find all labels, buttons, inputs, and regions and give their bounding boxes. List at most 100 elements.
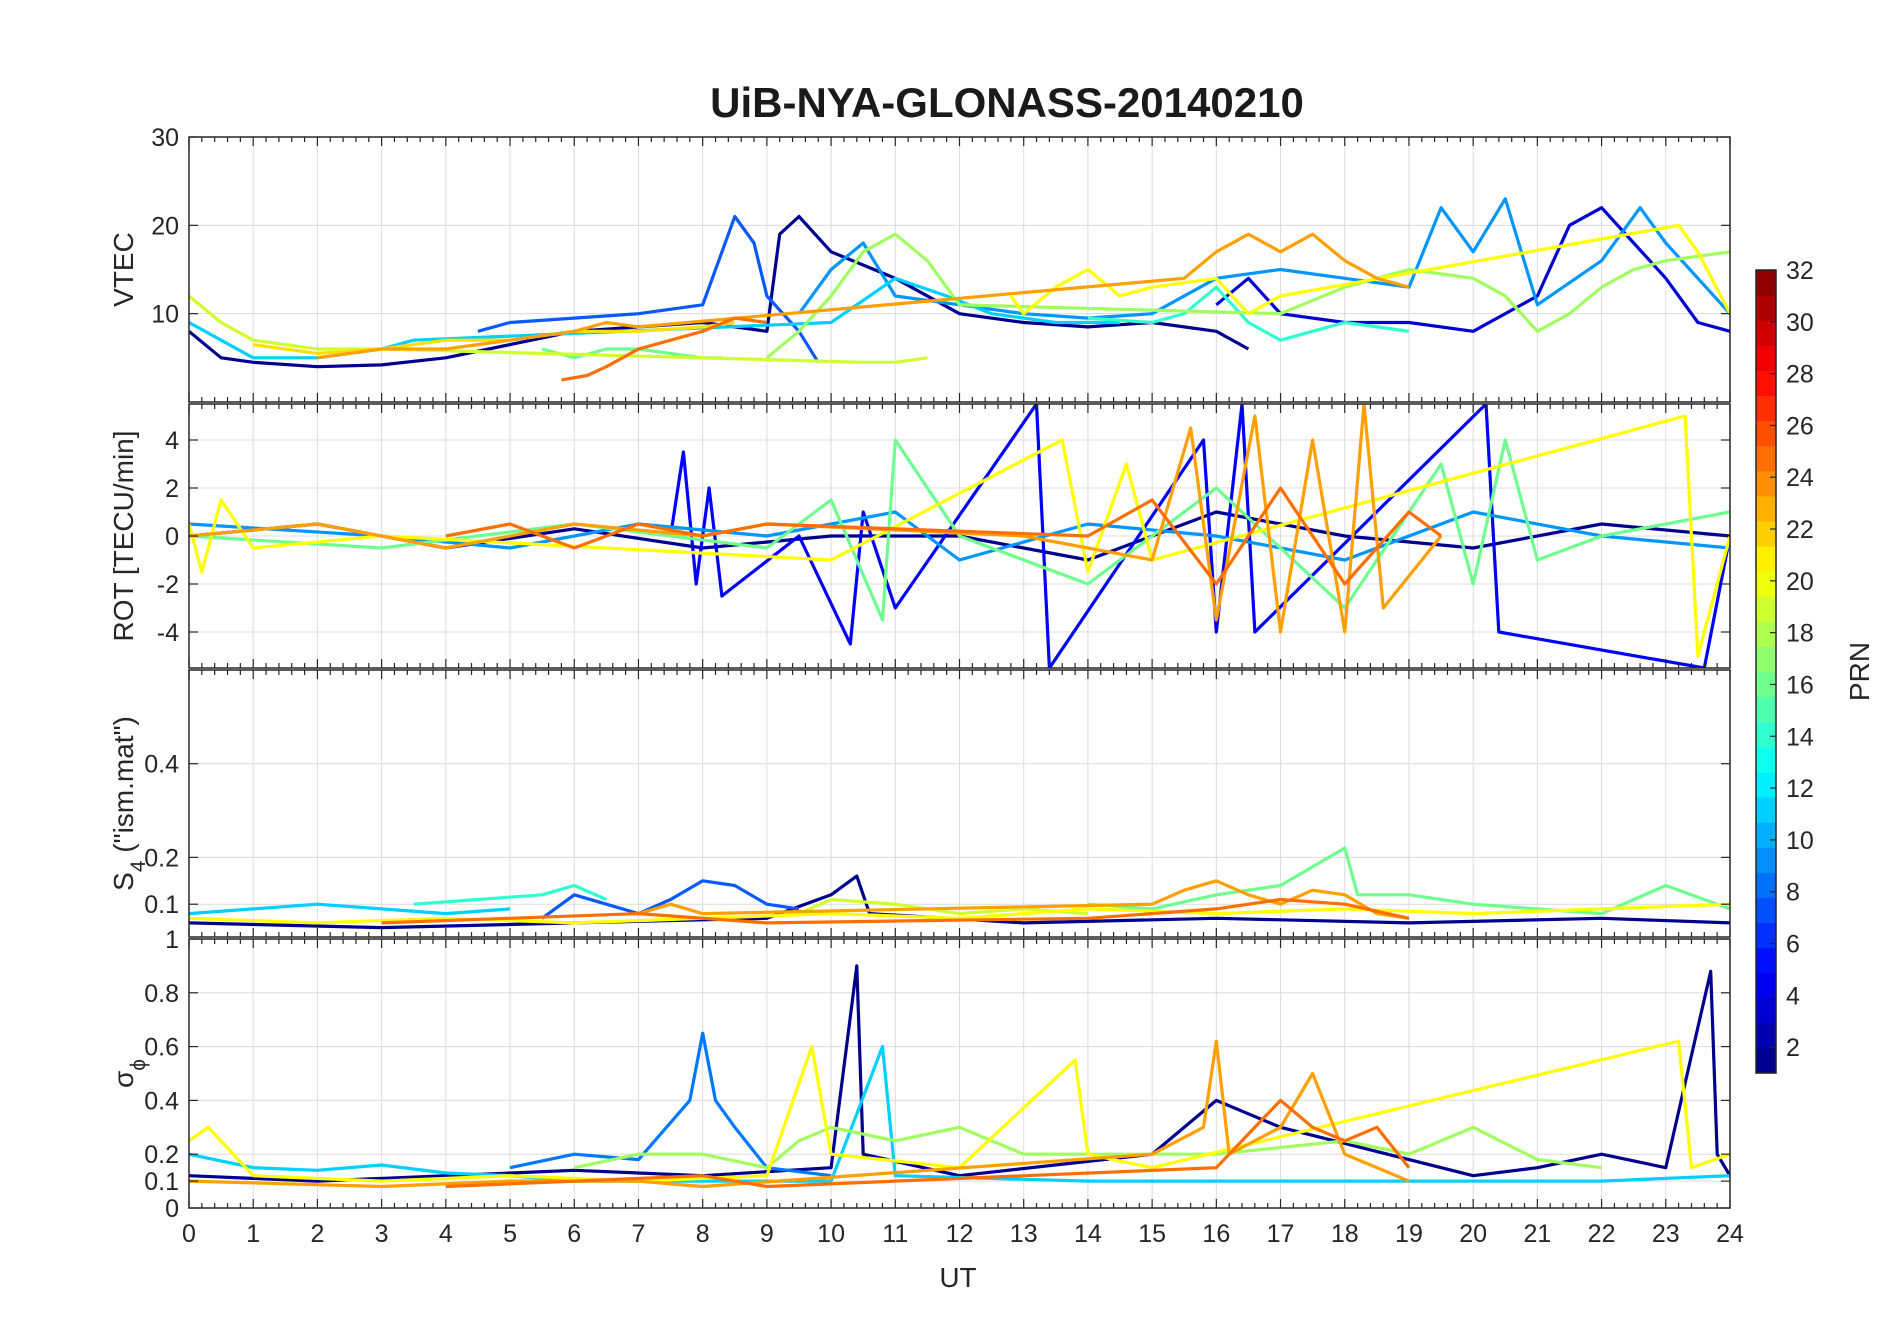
colorbar-segment (1756, 596, 1776, 622)
colorbar-segment (1756, 295, 1776, 321)
x-axis-label: UT (939, 1262, 976, 1293)
colorbar-segment (1756, 721, 1776, 748)
colorbar-segment (1756, 370, 1776, 397)
series-prn-14 (413, 883, 608, 906)
colorbar-segment (1756, 445, 1776, 472)
colorbar-segment (1756, 671, 1776, 698)
x-tick-label: 9 (760, 1220, 774, 1248)
x-tick-label: 19 (1395, 1220, 1423, 1248)
y-tick-label: 10 (151, 301, 179, 329)
y-tick-label: 0.8 (144, 980, 179, 1008)
series-prn-24 (561, 316, 768, 382)
colorbar-segment (1756, 796, 1776, 823)
colorbar-tick-label: 24 (1786, 464, 1814, 492)
series-prn-10 (797, 197, 1730, 320)
series-prn-10 (189, 510, 1730, 562)
colorbar-segment (1756, 395, 1776, 422)
y-tick-label: 2 (165, 475, 179, 503)
colorbar-segment (1756, 947, 1776, 974)
colorbar-tick-label: 26 (1786, 412, 1814, 440)
series-prn-12 (189, 276, 1120, 360)
colorbar-segment (1756, 320, 1776, 346)
y-label-main: σ (108, 1071, 139, 1088)
series-prn-8 (509, 1031, 832, 1178)
colorbar-segment (1756, 1022, 1776, 1049)
x-tick-label: 7 (632, 1220, 646, 1248)
colorbar-segment (1756, 897, 1776, 924)
panel-vtec: 10 20 30 VTEC (108, 124, 1731, 403)
series-prn-5 (669, 404, 1730, 668)
y-label-rest: ("ism.mat") (108, 716, 139, 860)
colorbar-segment (1756, 847, 1776, 873)
colorbar-segment (1756, 872, 1776, 898)
colorbar-tick-label: 14 (1786, 723, 1814, 751)
colorbar-segment (1756, 822, 1776, 848)
y-tick-label: 0.6 (144, 1034, 179, 1062)
series-group (189, 404, 1730, 668)
colorbar-tick-label: 6 (1786, 930, 1800, 958)
series-prn-24 (445, 486, 1443, 586)
y-tick-label: 30 (151, 124, 179, 152)
y-tick-label: 0.4 (144, 1087, 179, 1115)
y-tick-label: 1 (165, 926, 179, 954)
chart-title: UiB-NYA-GLONASS-20140210 (710, 79, 1304, 126)
y-tick-label: 20 (151, 212, 179, 240)
colorbar-segment (1756, 546, 1776, 572)
colorbar-tick-label: 8 (1786, 879, 1800, 907)
colorbar-segment (1756, 972, 1776, 999)
colorbar-segment (1756, 1047, 1776, 1074)
y-tick-label: 0.4 (144, 751, 179, 779)
x-tick-label: 22 (1588, 1220, 1616, 1248)
x-tick-label: 14 (1074, 1220, 1102, 1248)
y-axis-label: ROT [TECU/min] (108, 430, 139, 641)
y-label-main: S (108, 872, 139, 891)
x-tick-label: 6 (567, 1220, 581, 1248)
y-tick-label: 0.1 (144, 891, 179, 919)
y-tick-label: 0.2 (144, 844, 179, 872)
colorbar-label: PRN (1844, 642, 1875, 701)
colorbar-segment (1756, 470, 1776, 497)
colorbar-segment (1756, 997, 1776, 1024)
y-tick-label: 0.2 (144, 1141, 179, 1169)
y-tick-label: 0 (165, 1195, 179, 1223)
x-tick-label: 21 (1523, 1220, 1551, 1248)
panel-s4: 0.1 0.2 0.4 S4 ("ism.mat") (108, 669, 1731, 938)
series-prn-20 (189, 902, 1730, 925)
x-tick-label: 15 (1138, 1220, 1166, 1248)
series-prn-22 (638, 879, 1410, 920)
series-prn-16 (1087, 846, 1730, 916)
series-group (189, 197, 1730, 382)
x-tick-label: 8 (696, 1220, 710, 1248)
x-tick-label: 20 (1459, 1220, 1487, 1248)
series-prn-18 (573, 1125, 1602, 1170)
y-axis-label: σϕ (108, 1059, 150, 1088)
panel-sigma-phi: 00.10.2 0.4 0.6 0.8 1 σϕ (108, 926, 1731, 1223)
y-label-sub: 4 (127, 860, 150, 872)
x-tick-label: 18 (1331, 1220, 1359, 1248)
colorbar-segment (1756, 646, 1776, 673)
series-prn-2 (189, 214, 1250, 369)
colorbar-segment (1756, 571, 1776, 597)
colorbar-segment (1756, 520, 1776, 547)
x-tick-label: 0 (182, 1220, 196, 1248)
colorbar-segment (1756, 746, 1776, 773)
colorbar-tick-label: 10 (1786, 827, 1814, 855)
y-tick-label: 0.1 (144, 1168, 179, 1196)
series-prn-19 (189, 294, 928, 364)
series-prn-24 (445, 1098, 1411, 1189)
colorbar-segment (1756, 495, 1776, 522)
colorbar-segment (1756, 696, 1776, 723)
series-group (189, 846, 1730, 930)
colorbar-segment (1756, 420, 1776, 447)
series-prn-12 (189, 902, 511, 916)
colorbar-tick-label: 22 (1786, 516, 1814, 544)
x-tick-label: 17 (1267, 1220, 1295, 1248)
y-label-sub: ϕ (127, 1059, 150, 1071)
series-prn-24 (381, 897, 1410, 925)
x-tick-label: 3 (375, 1220, 389, 1248)
colorbar-tick-label: 30 (1786, 309, 1814, 337)
x-tick-label: 2 (310, 1220, 324, 1248)
